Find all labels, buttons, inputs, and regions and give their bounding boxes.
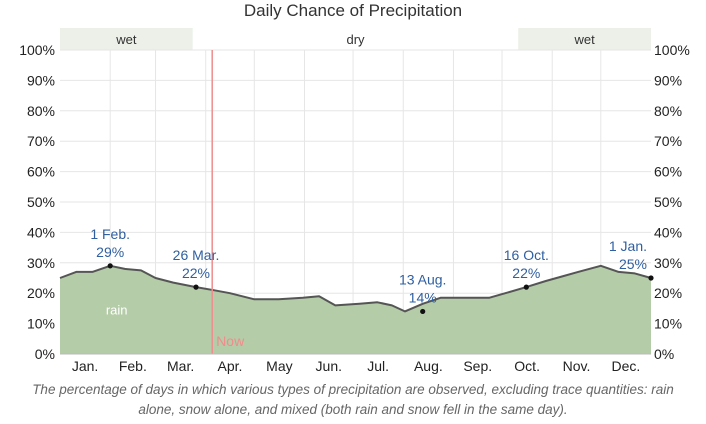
rain-line [59,264,652,313]
y-tick-label-right: 80% [654,103,682,119]
annotation-value: 14% [409,289,437,305]
season-band-label: wet [115,32,137,47]
season-band-dry-1 [192,28,519,50]
rain-area [60,265,651,354]
y-tick-label-right: 40% [654,224,682,240]
season-band-wet-2 [518,28,651,50]
x-tick-label: Oct. [514,358,540,374]
y-tick-label-left: 70% [27,133,55,149]
annotation-point [107,263,113,269]
x-tick-label: May [266,358,292,374]
annotation-value: 22% [182,265,210,281]
y-tick-label-right: 100% [654,42,690,58]
x-tick-label: Aug. [414,358,443,374]
x-tick-label: Nov. [563,358,591,374]
y-tick-label-left: 10% [27,316,55,332]
season-band-wet-0 [60,28,193,50]
x-tick-label: Jun. [316,358,342,374]
annotation-point [193,284,199,290]
x-tick-label: Apr. [218,358,243,374]
y-tick-label-left: 100% [19,42,55,58]
y-tick-label-right: 60% [654,164,682,180]
annotation-value: 22% [512,265,540,281]
chart-caption: The percentage of days in which various … [32,382,674,417]
y-tick-label-left: 20% [27,285,55,301]
x-tick-label: Jan. [72,358,98,374]
annotation-value: 29% [96,244,124,260]
annotation-date: 13 Aug. [399,271,447,287]
x-tick-label: Jul. [367,358,389,374]
y-tick-label-left: 40% [27,224,55,240]
y-tick-label-left: 30% [27,255,55,271]
annotation-date: 16 Oct. [504,247,549,263]
x-tick-label: Sep. [463,358,492,374]
y-tick-label-right: 0% [654,346,674,362]
annotation-value: 25% [619,256,647,272]
chart-title: Daily Chance of Precipitation [243,1,463,20]
y-tick-label-right: 10% [654,316,682,332]
x-tick-label: Feb. [119,358,147,374]
y-tick-label-right: 30% [654,255,682,271]
y-tick-label-right: 50% [654,194,682,210]
annotation-date: 26 Mar. [173,247,220,263]
series-label-rain: rain [106,302,128,317]
annotation-point [420,308,426,315]
x-tick-label: Mar. [167,358,194,374]
y-tick-label-left: 60% [27,164,55,180]
y-tick-label-left: 90% [27,72,55,88]
y-tick-label-right: 70% [654,133,682,149]
y-tick-label-left: 0% [35,346,55,362]
y-tick-label-left: 50% [27,194,55,210]
season-band-label: wet [573,32,595,47]
annotation-point [523,284,529,290]
y-tick-label-left: 80% [27,103,55,119]
y-tick-label-right: 20% [654,285,682,301]
season-band-label: dry [346,32,365,47]
now-label: Now [216,333,245,349]
y-tick-label-right: 90% [654,72,682,88]
annotation-date: 1 Jan. [609,238,647,254]
annotation-point [648,275,654,281]
annotation-date: 1 Feb. [90,226,130,242]
x-tick-label: Dec. [612,358,641,374]
